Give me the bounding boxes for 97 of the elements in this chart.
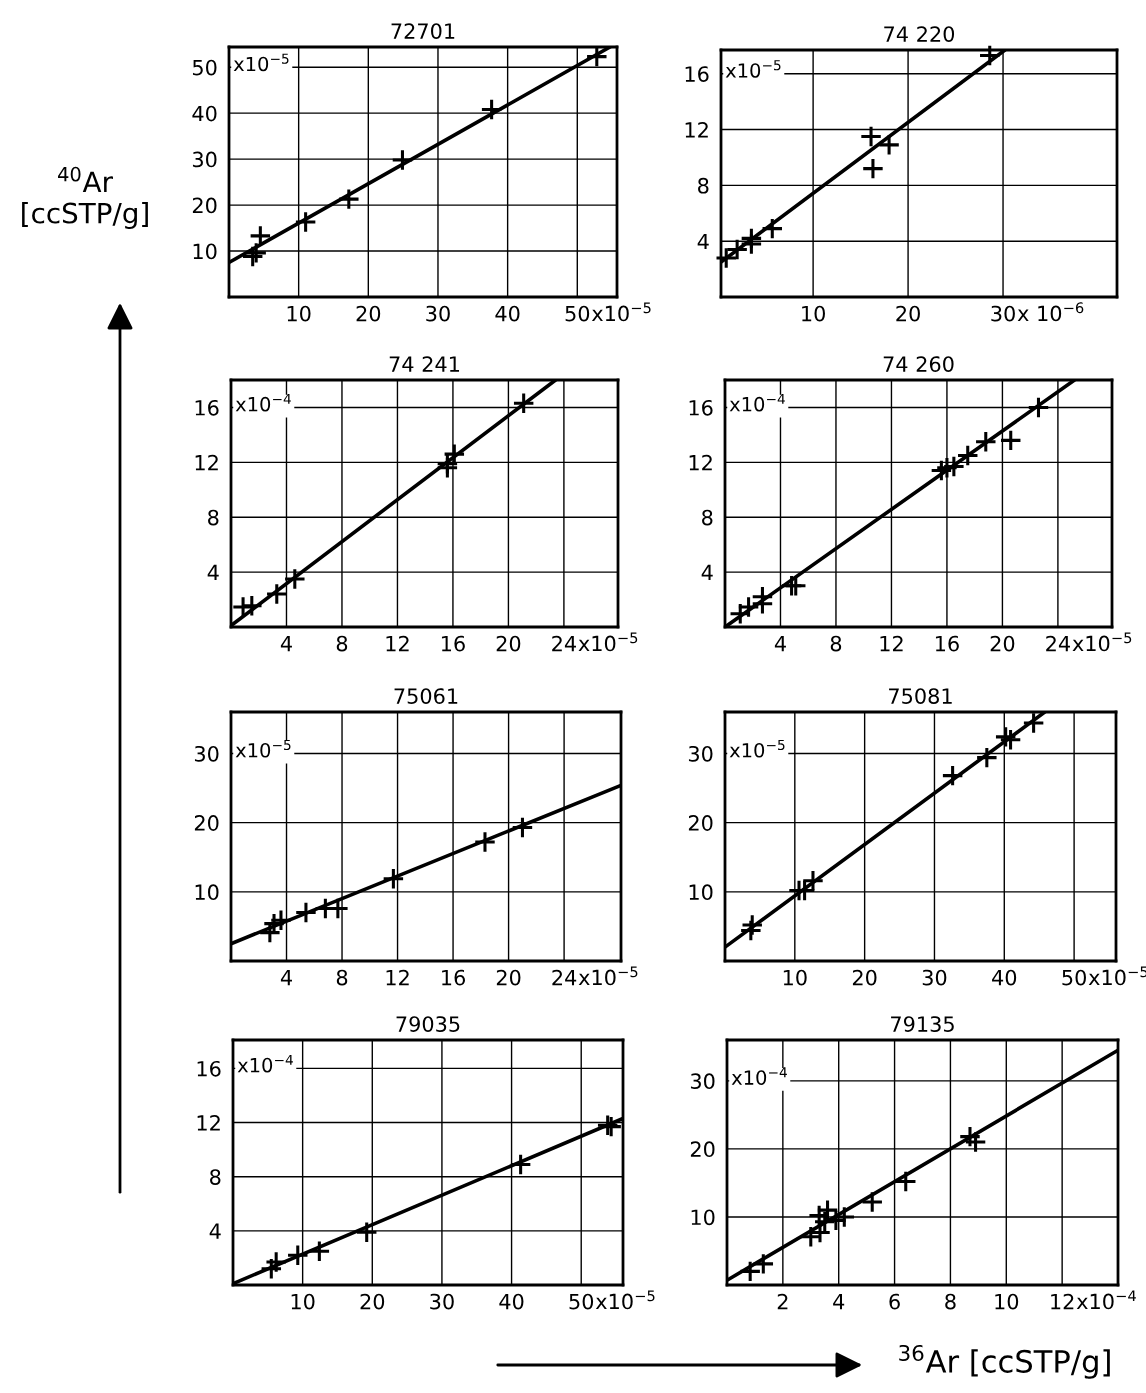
y-axis-title: $^{40}$Ar [ccSTP/g] [22,166,148,229]
annotation: x10$^{−5}$ [725,60,781,78]
x-tick-label: 30 [430,1293,454,1310]
y-tick-label: 10 [689,884,713,901]
x-tick-label: 24 [552,969,577,986]
chart-title: 72701 [391,23,455,39]
x-tick-label: 4 [280,969,292,986]
y-tick-label: 4 [209,1223,221,1239]
x-tick-label: 4 [774,635,786,652]
y-tick-label: 8 [702,509,713,526]
x-tick-label: 50 [569,1293,594,1310]
y-tick-label: 8 [208,509,219,526]
x-tick-label: 12 [386,635,409,652]
x-tick-label: 10 [291,1293,315,1310]
y-tick-label: 20 [194,815,219,831]
x-tick-label: 20 [896,305,920,322]
x-tick-label: 20 [360,1293,385,1310]
x-tick-label: 4 [280,635,292,652]
annotation: x10$^{−4}$ [731,1067,787,1085]
x-tick-label: 12 [880,635,903,652]
text: x10$^{−5}$ [578,966,638,986]
x-tick-label: 40 [495,305,520,322]
text: x10$^{−5}$ [595,1290,655,1310]
chart-title: 75081 [889,688,952,704]
y-tick-label: 20 [192,197,217,214]
y-tick-label: 20 [688,815,713,831]
y-tick-label: 8 [210,1169,221,1185]
x-tick-label: 20 [852,969,877,986]
annotation: x10$^{−5}$ [729,739,785,758]
x-tick-label: 24 [1046,635,1070,652]
annotation: x10$^{−5}$ [233,53,289,72]
y-tick-label: 4 [207,564,219,581]
x-tick-label: 20 [356,305,381,322]
text: x10$^{−4}$ [1076,1290,1136,1310]
y-tick-label: 4 [697,233,709,250]
x-tick-label: 40 [992,969,1017,986]
y-tick-label: 10 [691,1209,715,1226]
y-tick-label: 30 [688,745,713,762]
x-tick-label: 50 [565,305,590,322]
y-tick-label: 12 [195,454,218,471]
text: x10$^{−5}$ [578,632,638,652]
text: x10$^{−5}$ [1072,632,1132,652]
y-tick-label: 16 [197,1060,221,1077]
x-tick-label: 8 [336,969,348,986]
y-tick-label: 30 [192,151,217,168]
chart-title: 74 220 [884,26,955,42]
x-axis-title: $^{36}$Ar [ccSTP/g] [899,1344,1110,1379]
y-tick-label: 40 [192,105,217,122]
y-tick-label: 10 [195,884,219,901]
y-tick-label: 10 [193,243,217,260]
y-tick-label: 30 [194,745,219,762]
y-tick-label: 12 [197,1115,220,1131]
y-tick-label: 50 [192,59,217,76]
x-tick-label: 4 [833,1293,845,1310]
x-tick-label: 8 [830,635,842,652]
x-tick-label: 16 [935,635,959,652]
chart-title: 74 241 [389,356,460,372]
text: x 10$^{−6}$ [1017,302,1084,322]
x-tick-label: 10 [287,305,311,322]
text: x10$^{−5}$ [591,302,651,322]
x-tick-label: 8 [945,1293,956,1310]
x-tick-label: 20 [496,635,521,652]
x-tick-label: 8 [336,635,348,652]
x-tick-label: 10 [783,969,807,986]
x-tick-label: 6 [889,1293,900,1310]
annotation: x10$^{−4}$ [237,1054,293,1073]
y-tick-label: 30 [690,1073,715,1090]
annotation: x10$^{−4}$ [235,393,291,412]
x-tick-label: 10 [995,1293,1019,1310]
x-tick-label: 30 [922,969,947,986]
annotation: x10$^{−4}$ [729,393,785,412]
y-tick-label: 16 [689,399,713,416]
chart-title: 75061 [394,688,458,704]
x-tick-label: 24 [552,635,576,652]
y-tick-label: 12 [689,454,712,471]
chart-title: 74 260 [883,356,954,372]
x-tick-label: 40 [499,1293,524,1310]
y-tick-label: 16 [685,66,709,82]
y-tick-label: 16 [195,399,219,416]
y-tick-label: 20 [690,1141,715,1158]
x-tick-label: 16 [441,635,465,652]
x-tick-label: 50 [1062,969,1086,986]
x-tick-label: 16 [442,969,466,986]
y-tick-label: 12 [685,122,708,138]
x-tick-label: 20 [990,635,1015,652]
x-tick-label: 20 [496,969,521,986]
chart-title: 79135 [891,1016,954,1032]
x-tick-label: 12 [386,969,409,986]
x-tick-label: 10 [802,305,825,322]
chart-title: 79035 [396,1016,460,1032]
x-tick-label: 30 [426,305,450,322]
annotation: x10$^{−5}$ [235,739,291,758]
x-tick-label: 2 [777,1293,788,1310]
x-tick-label: 30 [991,305,1015,322]
y-tick-label: 8 [698,177,709,194]
x-tick-label: 12 [1051,1293,1074,1310]
y-tick-label: 4 [701,564,713,581]
